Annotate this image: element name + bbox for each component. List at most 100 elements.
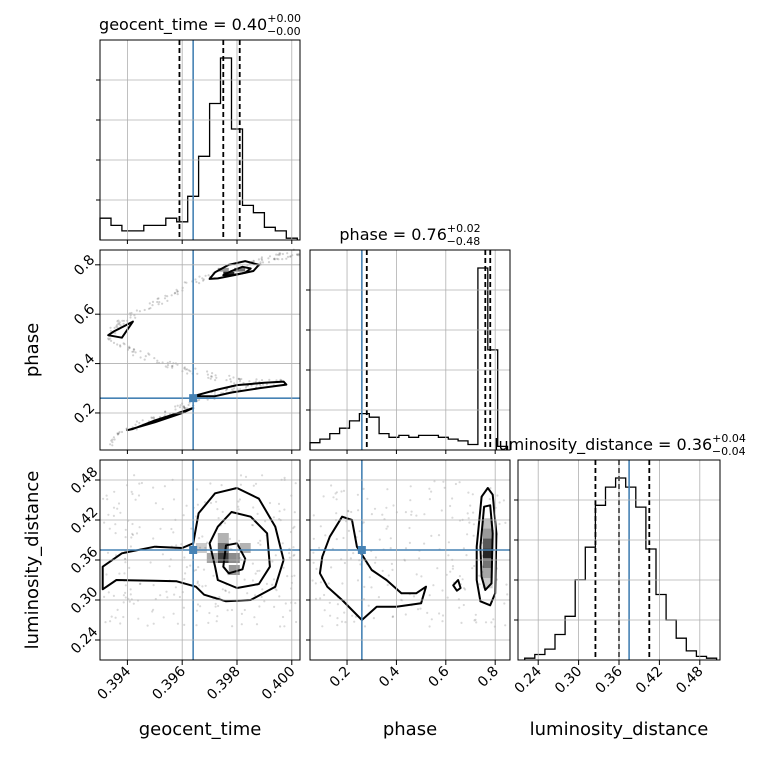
sample-point xyxy=(103,595,106,599)
sample-point xyxy=(347,510,350,513)
sample-point xyxy=(166,366,169,369)
sample-point xyxy=(140,481,143,485)
sample-point xyxy=(122,322,125,325)
sample-point xyxy=(186,368,189,371)
sample-point xyxy=(112,341,116,344)
sample-point xyxy=(122,342,125,345)
sample-point xyxy=(284,602,287,605)
sample-point xyxy=(244,475,248,478)
sample-point xyxy=(373,507,377,510)
sample-point xyxy=(254,594,257,597)
sample-point xyxy=(260,257,263,260)
sample-point xyxy=(119,622,122,625)
sample-point xyxy=(176,622,179,625)
sample-point xyxy=(147,352,150,355)
sample-point xyxy=(335,498,338,501)
sample-point xyxy=(161,507,164,511)
sample-point xyxy=(428,487,431,490)
sample-point xyxy=(409,485,412,488)
sample-point xyxy=(130,536,133,539)
sample-point xyxy=(239,483,242,486)
sample-point xyxy=(196,372,199,375)
sample-point xyxy=(419,607,422,610)
sample-point xyxy=(238,380,242,383)
x-tick-label: 0.398 xyxy=(204,664,244,704)
sample-point xyxy=(367,604,370,607)
sample-point xyxy=(295,620,298,624)
sample-point xyxy=(113,490,116,493)
sample-point xyxy=(253,616,256,619)
sample-point xyxy=(415,573,418,576)
sample-point xyxy=(254,380,257,383)
sample-point xyxy=(196,580,199,583)
sample-point xyxy=(462,547,465,550)
sample-point xyxy=(111,441,114,444)
sample-point xyxy=(342,536,345,540)
sample-point xyxy=(330,566,333,569)
sample-point xyxy=(315,567,318,571)
sample-point xyxy=(184,406,187,410)
contour-layer xyxy=(101,260,498,621)
sample-point xyxy=(466,512,469,515)
title-name: geocent_time xyxy=(99,15,208,35)
sample-point xyxy=(195,624,198,627)
sample-point xyxy=(481,554,485,557)
sample-point xyxy=(252,484,255,487)
sample-point xyxy=(352,552,355,555)
sample-point xyxy=(223,522,227,525)
sample-point xyxy=(218,596,221,599)
sample-point xyxy=(151,304,154,307)
sample-point xyxy=(119,324,122,327)
sample-point xyxy=(184,572,187,575)
sample-point xyxy=(312,561,315,564)
sample-point xyxy=(279,378,282,381)
sample-point xyxy=(112,506,116,509)
sample-point xyxy=(163,485,166,488)
sample-point xyxy=(124,591,127,595)
sample-point xyxy=(239,556,242,560)
sample-point xyxy=(498,501,501,504)
sample-point xyxy=(451,497,454,500)
sample-point xyxy=(283,625,286,628)
sample-point xyxy=(391,615,394,619)
sample-point xyxy=(124,561,127,564)
sample-point xyxy=(228,537,232,541)
density-cell xyxy=(482,548,493,559)
sample-point xyxy=(159,594,162,597)
sample-point xyxy=(228,591,231,594)
sample-point xyxy=(161,361,164,364)
sample-point xyxy=(391,568,394,572)
sample-point xyxy=(128,345,131,348)
sample-point xyxy=(170,294,173,297)
sample-point xyxy=(118,323,121,326)
sample-point xyxy=(386,583,389,587)
y-axis-label: luminosity_distance xyxy=(22,471,43,650)
sample-point xyxy=(190,527,193,530)
sample-point xyxy=(412,595,416,598)
sample-point xyxy=(286,255,290,258)
sample-point xyxy=(252,260,255,263)
sample-point xyxy=(248,380,251,383)
sample-point xyxy=(183,623,186,627)
sample-point xyxy=(467,517,470,520)
sample-point xyxy=(359,563,362,566)
sample-point xyxy=(183,366,186,369)
sample-point xyxy=(170,527,173,531)
sample-point xyxy=(268,378,271,381)
sample-point xyxy=(139,356,142,359)
sample-point xyxy=(438,612,441,615)
sample-point xyxy=(112,594,115,598)
sample-point xyxy=(206,370,209,373)
sample-point xyxy=(446,596,449,599)
sample-point xyxy=(196,603,200,606)
sample-point xyxy=(151,300,155,303)
y-axis-label: phase xyxy=(22,323,43,377)
sample-point xyxy=(129,593,132,596)
sample-point xyxy=(449,504,452,508)
sample-point xyxy=(271,583,274,586)
sample-point xyxy=(321,625,324,628)
sample-point xyxy=(327,582,330,585)
sample-point xyxy=(350,510,353,514)
sample-point xyxy=(166,596,169,599)
sample-point xyxy=(151,416,154,420)
